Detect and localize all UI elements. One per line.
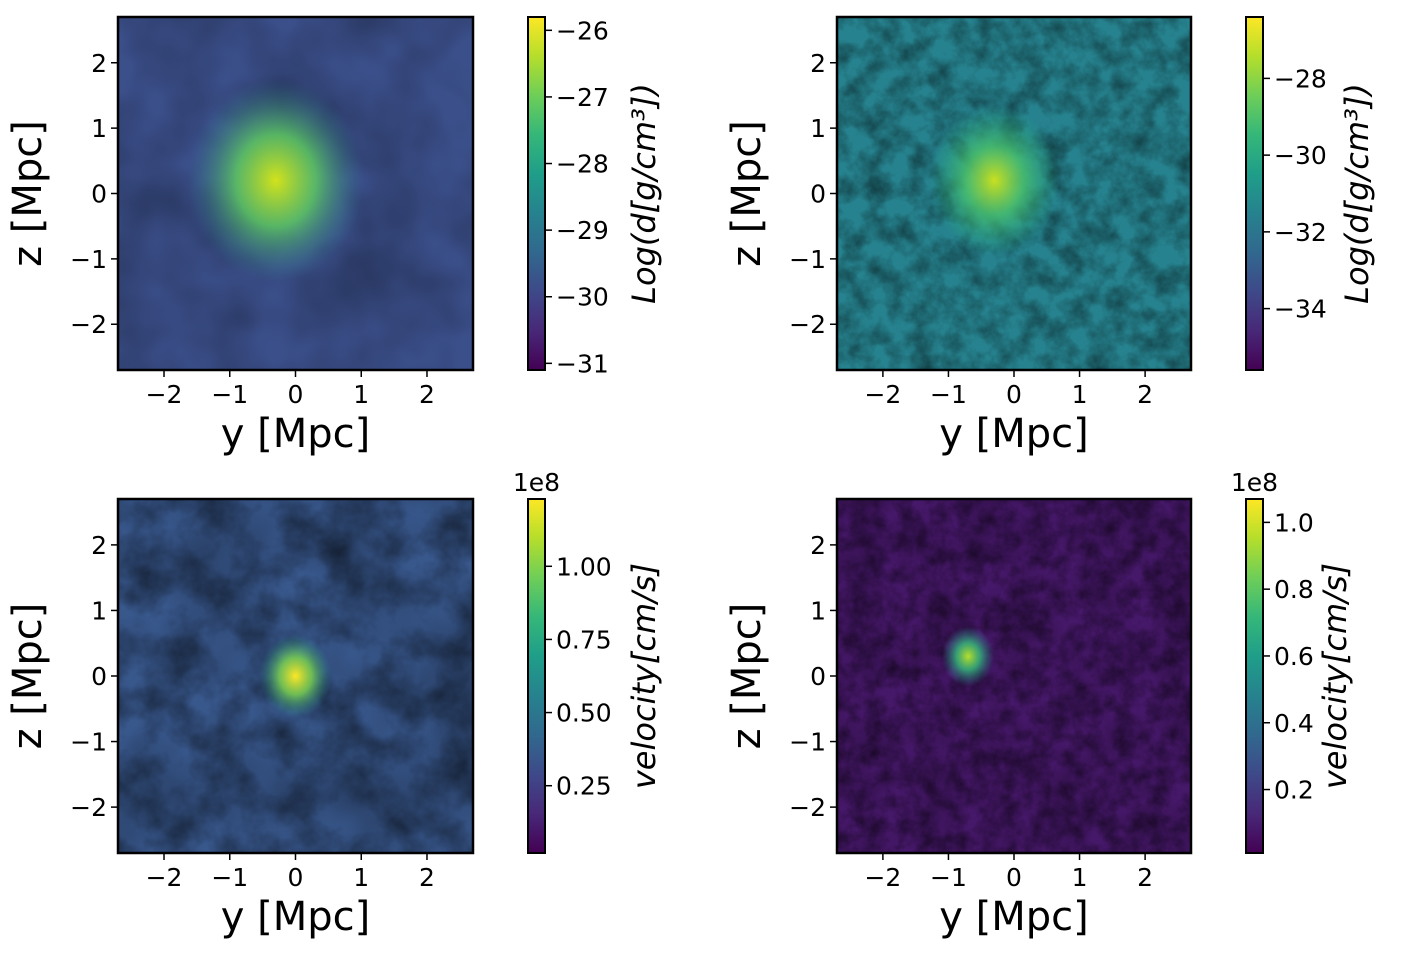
colorbar-tick-label: 1.00	[556, 552, 612, 581]
x-tick-label: 0	[1006, 380, 1022, 409]
y-tick-label: −2	[70, 310, 107, 339]
subplot-1: −2 −1 0 1 2 −2 −1 0 1 2 y [Mpc] z [Mpc] −31 −30 −29 −28…	[5, 15, 663, 457]
heatmap-peak	[259, 634, 332, 718]
colorbar	[527, 498, 546, 854]
colorbar-tick-label: 0.8	[1274, 575, 1314, 604]
colorbar-tick-label: 0.25	[556, 772, 612, 801]
x-tick-label: 0	[1006, 863, 1022, 892]
x-axis-label: y [Mpc]	[939, 411, 1089, 457]
y-tick-label: 2	[810, 531, 826, 560]
y-tick-label: 2	[91, 49, 107, 78]
colorbar-tick-label: −26	[556, 16, 609, 45]
colorbar-tick-label: 0.6	[1274, 642, 1314, 671]
y-tick-label: 0	[91, 662, 107, 691]
colorbar-tick-label: 0.2	[1274, 776, 1314, 805]
x-tick-label: 1	[1072, 863, 1088, 892]
y-tick-label: −1	[70, 728, 107, 757]
colorbar-tick-label: −31	[556, 349, 609, 378]
y-tick-label: 1	[810, 596, 826, 625]
heatmap-image	[118, 499, 473, 853]
y-tick-label: 1	[810, 114, 826, 143]
y-tick-label: 0	[91, 180, 107, 209]
x-axis-label: y [Mpc]	[221, 894, 371, 940]
x-tick-label: 1	[353, 863, 369, 892]
y-tick-label: −1	[789, 245, 826, 274]
colorbar-tick-label: 1.0	[1274, 508, 1314, 537]
y-tick-label: −1	[789, 728, 826, 757]
x-tick-label: −2	[864, 380, 901, 409]
x-tick-label: −2	[146, 380, 183, 409]
colorbar-offset-text: 1e8	[1231, 468, 1278, 497]
y-tick-label: −2	[789, 793, 826, 822]
y-axis-label: z [Mpc]	[724, 120, 770, 267]
x-tick-label: −1	[211, 863, 248, 892]
colorbar-label: velocity[cm/s]	[1316, 563, 1354, 789]
colorbar	[527, 16, 546, 371]
x-tick-label: 2	[1137, 380, 1153, 409]
x-tick-label: −1	[211, 380, 248, 409]
subplot-4: −2 −1 0 1 2 −2 −1 0 1 2 y [Mpc] z [Mpc] 0.2 0.4 0.6 0.8…	[724, 468, 1354, 940]
colorbar-tick-label: −29	[556, 216, 609, 245]
y-axis-label: z [Mpc]	[724, 603, 770, 750]
subplot-2: −2 −1 0 1 2 −2 −1 0 1 2 y [Mpc] z [Mpc] −34 −32 −30 −28…	[724, 15, 1376, 457]
y-tick-label: 2	[91, 531, 107, 560]
x-tick-label: 1	[1072, 380, 1088, 409]
colorbar	[1245, 498, 1264, 854]
colorbar-label: Log(d[g/cm³])	[1338, 83, 1376, 304]
subplot-3: −2 −1 0 1 2 −2 −1 0 1 2 y [Mpc] z [Mpc] 0.25 0.50 0.75…	[5, 468, 663, 940]
y-tick-label: 0	[810, 180, 826, 209]
x-axis-label: y [Mpc]	[939, 894, 1089, 940]
heatmap-texture-bright	[837, 499, 1191, 853]
colorbar-tick-label: 0.4	[1274, 709, 1314, 738]
heatmap-image	[118, 17, 473, 370]
x-tick-label: 2	[419, 863, 435, 892]
y-tick-label: −2	[70, 793, 107, 822]
y-tick-label: −1	[70, 245, 107, 274]
x-tick-label: −1	[930, 380, 967, 409]
x-tick-label: −2	[146, 863, 183, 892]
colorbar-tick-label: 0.50	[556, 699, 612, 728]
colorbar-offset-text: 1e8	[513, 468, 560, 497]
y-tick-label: 0	[810, 662, 826, 691]
heatmap-image	[837, 17, 1191, 370]
y-tick-label: 1	[91, 596, 107, 625]
y-tick-label: 2	[810, 49, 826, 78]
x-tick-label: −2	[864, 863, 901, 892]
colorbar-tick-label: −30	[556, 283, 609, 312]
colorbar-tick-label: 0.75	[556, 625, 612, 654]
colorbar-label: Log(d[g/cm³])	[625, 83, 663, 304]
x-tick-label: 2	[419, 380, 435, 409]
colorbar-tick-label: −27	[556, 83, 609, 112]
heatmap-peak	[928, 105, 1060, 256]
x-tick-label: 0	[288, 863, 304, 892]
heatmap-image	[837, 499, 1191, 853]
y-tick-label: 1	[91, 114, 107, 143]
colorbar-tick-label: −28	[1274, 64, 1327, 93]
x-tick-label: 2	[1137, 863, 1153, 892]
colorbar-tick-label: −28	[556, 150, 609, 179]
y-axis-label: z [Mpc]	[5, 120, 51, 267]
x-tick-label: 1	[353, 380, 369, 409]
heatmap-peak	[187, 78, 365, 283]
y-tick-label: −2	[789, 310, 826, 339]
colorbar-tick-label: −32	[1274, 218, 1327, 247]
colorbar	[1245, 16, 1264, 371]
heatmap-peak	[941, 626, 995, 687]
colorbar-tick-label: −30	[1274, 141, 1327, 170]
colorbar-tick-label: −34	[1274, 295, 1327, 324]
y-axis-label: z [Mpc]	[5, 603, 51, 750]
x-tick-label: 0	[288, 380, 304, 409]
x-tick-label: −1	[930, 863, 967, 892]
x-axis-label: y [Mpc]	[221, 411, 371, 457]
colorbar-label: velocity[cm/s]	[625, 563, 663, 789]
